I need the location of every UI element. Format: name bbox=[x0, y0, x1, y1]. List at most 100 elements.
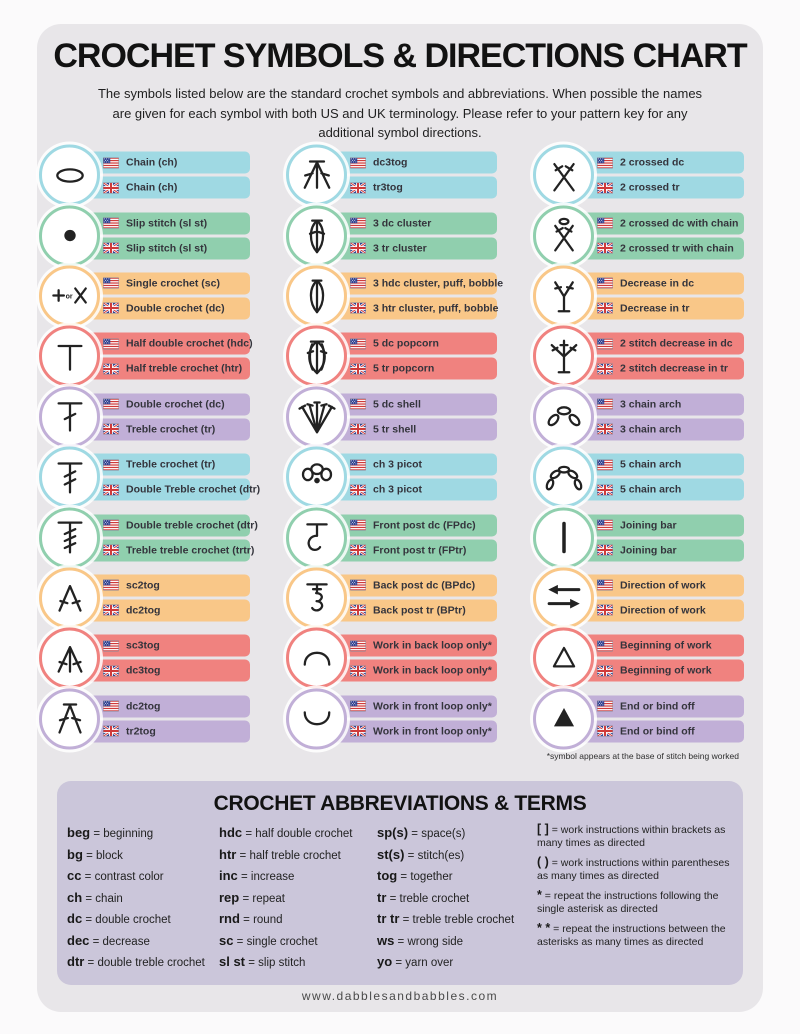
abbreviation: dec bbox=[67, 932, 90, 948]
symbol-badge bbox=[533, 688, 594, 750]
term-bars: Double treble crochet (dtr) Treble treble… bbox=[70, 514, 258, 562]
uk-term-bar: Front post tr (FPtr) bbox=[317, 539, 497, 562]
uk-term-bar: End or bind off bbox=[564, 720, 744, 743]
us-term-bar: 5 dc shell bbox=[317, 393, 497, 416]
us-term-bar: Treble crochet (tr) bbox=[70, 453, 250, 476]
definition: repeat the instructions between the aste… bbox=[537, 923, 726, 948]
symbol-entry: Half double crochet (hdc) Half treble cro… bbox=[39, 325, 253, 387]
term-bars: sc2tog dc2tog bbox=[70, 574, 250, 622]
us-term-label: Double crochet (dc) bbox=[126, 398, 225, 411]
symbol-badge bbox=[39, 507, 100, 569]
uk-term-bar: Double Treble crochet (dtr) bbox=[70, 478, 260, 501]
us-flag-icon bbox=[350, 398, 366, 410]
us-term-bar: sc3tog bbox=[70, 634, 250, 657]
definition: wrong side bbox=[407, 935, 464, 948]
equals-sign: = bbox=[407, 849, 415, 862]
symbol-badge bbox=[286, 507, 347, 569]
symbol-badge bbox=[39, 386, 100, 448]
chain-symbol bbox=[49, 154, 91, 196]
us-term-label: 5 dc shell bbox=[373, 398, 421, 411]
us-flag-icon bbox=[597, 459, 613, 471]
uk-term-bar: tr3tog bbox=[317, 176, 497, 199]
page-subtitle: The symbols listed below are the standar… bbox=[97, 86, 703, 140]
symbol-entry: 2 crossed dc with chain 2 crossed tr with… bbox=[533, 205, 744, 267]
equals-sign: = bbox=[395, 957, 403, 969]
us-term-bar: 2 crossed dc bbox=[564, 151, 744, 174]
uk-term-label: Half treble crochet (htr) bbox=[126, 362, 243, 375]
uk-term-bar: dc2tog bbox=[70, 599, 250, 622]
uk-flag-icon bbox=[350, 302, 366, 314]
abbreviation-term: cc = contrast color bbox=[67, 866, 217, 888]
us-term-label: dc2tog bbox=[126, 700, 161, 713]
definition: slip stitch bbox=[258, 957, 306, 969]
term-bars: dc2tog tr2tog bbox=[70, 695, 250, 743]
equals-sign: = bbox=[87, 957, 95, 969]
uk-term-label: 5 tr shell bbox=[373, 423, 417, 436]
term-bars: Single crochet (sc) Double crochet (dc) bbox=[70, 272, 250, 320]
uk-term-bar: 3 htr cluster, puff, bobble bbox=[317, 297, 498, 320]
term-bars: Double crochet (dc) Treble crochet (tr) bbox=[70, 393, 250, 441]
us-term-bar: 2 crossed dc with chain bbox=[564, 212, 744, 235]
abbreviation-term: ws = wrong side bbox=[377, 931, 535, 953]
symbol-entry: 3 dc cluster 3 tr cluster bbox=[286, 205, 497, 267]
us-flag-icon bbox=[103, 217, 119, 229]
us-term-label: Decrease in dc bbox=[620, 277, 695, 290]
us-term-bar: Work in back loop only* bbox=[317, 634, 497, 657]
symbol-badge bbox=[286, 627, 347, 689]
picot-symbol bbox=[296, 456, 338, 498]
term-bars: Work in front loop only* Work in front lo… bbox=[317, 695, 497, 743]
abbreviation-term: dec = decrease bbox=[67, 931, 217, 953]
us-term-label: 2 crossed dc with chain bbox=[620, 217, 739, 230]
us-term-bar: 3 dc cluster bbox=[317, 212, 497, 235]
term-bars: Work in back loop only* Work in back loop… bbox=[317, 634, 497, 682]
us-flag-icon bbox=[103, 459, 119, 471]
term-bars: Back post dc (BPdc) Back post tr (BPtr) bbox=[317, 574, 497, 622]
back-post-symbol bbox=[296, 577, 338, 619]
uk-term-bar: 2 crossed tr bbox=[564, 176, 744, 199]
term-bars: 5 chain arch 5 chain arch bbox=[564, 453, 744, 501]
abbreviation-term: sp(s) = space(s) bbox=[377, 823, 535, 845]
symbol-badge bbox=[286, 205, 347, 267]
uk-flag-icon bbox=[103, 182, 119, 194]
abbreviation: dtr bbox=[67, 954, 85, 969]
us-flag-icon bbox=[597, 640, 613, 652]
definition: half double crochet bbox=[255, 828, 353, 840]
symbol-entry: Work in back loop only* Work in back loop… bbox=[286, 627, 497, 689]
us-flag-icon bbox=[597, 700, 613, 712]
us-flag-icon bbox=[597, 338, 613, 350]
abbreviation-term: rep = repeat bbox=[219, 888, 377, 910]
us-term-label: 2 crossed dc bbox=[620, 156, 685, 169]
us-flag-icon bbox=[103, 157, 119, 169]
uk-term-bar: Work in front loop only* bbox=[317, 720, 497, 743]
us-flag-icon bbox=[350, 459, 366, 471]
term-bars: Decrease in dc Decrease in tr bbox=[564, 272, 744, 320]
uk-term-label: Slip stitch (sl st) bbox=[126, 242, 208, 255]
uk-term-bar: tr2tog bbox=[70, 720, 250, 743]
term-bars: Half double crochet (hdc) Half treble cro… bbox=[70, 332, 253, 380]
abbreviation-term: tr = treble crochet bbox=[377, 888, 535, 910]
symbol-badge bbox=[39, 325, 100, 387]
back-loop-symbol bbox=[296, 637, 338, 679]
end-bind-off-symbol bbox=[543, 698, 585, 740]
symbol-entry: sc3tog dc3tog bbox=[39, 627, 250, 689]
equals-sign: = bbox=[551, 857, 558, 869]
symbol-entry: 5 dc popcorn 5 tr popcorn bbox=[286, 325, 497, 387]
abbreviation-term: tog = together bbox=[377, 866, 535, 888]
equals-sign: = bbox=[239, 849, 247, 862]
front-loop-symbol bbox=[296, 698, 338, 740]
definition: chain bbox=[95, 892, 123, 905]
uk-flag-icon bbox=[350, 182, 366, 194]
us-term-bar: Direction of work bbox=[564, 574, 744, 597]
abbreviation-term: yo = yarn over bbox=[377, 952, 535, 974]
uk-term-bar: 2 stitch decrease in tr bbox=[564, 357, 744, 380]
term-bars: 5 dc popcorn 5 tr popcorn bbox=[317, 332, 497, 380]
definition: beginning bbox=[103, 828, 154, 840]
uk-term-bar: 5 chain arch bbox=[564, 478, 744, 501]
us-term-label: dc3tog bbox=[373, 156, 408, 169]
term-bars: End or bind off End or bind off bbox=[564, 695, 744, 743]
equals-sign: = bbox=[389, 892, 397, 905]
definition: contrast color bbox=[94, 871, 164, 883]
equals-sign: = bbox=[236, 935, 244, 948]
symbol-badge bbox=[533, 205, 594, 267]
us-term-label: Slip stitch (sl st) bbox=[126, 217, 208, 230]
